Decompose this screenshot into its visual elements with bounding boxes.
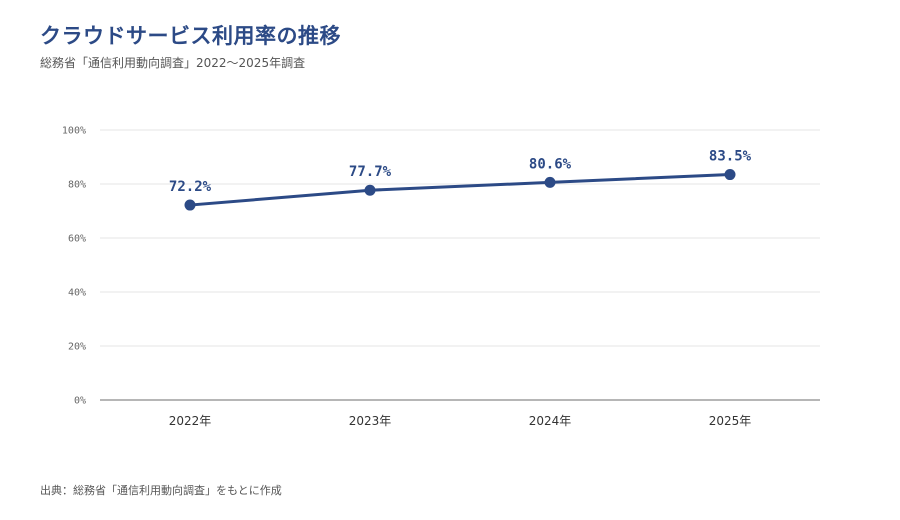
y-tick-label: 20%	[68, 342, 86, 353]
data-label: 80.6%	[529, 156, 572, 172]
data-labels: 72.2% 77.7% 80.6% 83.5%	[169, 149, 752, 196]
data-point	[544, 176, 556, 188]
x-axis-tick-labels: 2022年 2023年 2024年 2025年	[169, 414, 752, 428]
data-point	[184, 199, 196, 211]
page-subtitle: 総務省「通信利用動向調査」2022〜2025年調査	[40, 56, 306, 70]
page-title: クラウドサービス利用率の推移	[40, 24, 341, 48]
y-tick-label: 80%	[68, 180, 86, 191]
series-line-group	[184, 169, 736, 211]
gridlines	[100, 129, 820, 347]
data-point	[364, 184, 376, 196]
x-tick-label: 2024年	[529, 414, 572, 428]
y-tick-label: 0%	[74, 396, 86, 407]
x-tick-label: 2022年	[169, 414, 212, 428]
y-tick-label: 100%	[62, 126, 86, 137]
x-tick-label: 2023年	[349, 414, 392, 428]
data-label: 72.2%	[169, 179, 212, 195]
x-tick-label: 2025年	[709, 414, 752, 428]
data-label: 83.5%	[709, 149, 752, 165]
data-label: 77.7%	[349, 164, 392, 180]
y-tick-label: 40%	[68, 288, 86, 299]
data-point	[724, 169, 736, 181]
y-tick-label: 60%	[68, 234, 86, 245]
source-note: 出典：総務省「通信利用動向調査」をもとに作成	[40, 484, 282, 497]
series-line	[188, 173, 732, 207]
y-axis-tick-labels: 0% 20% 40% 60% 80% 100%	[62, 126, 86, 407]
